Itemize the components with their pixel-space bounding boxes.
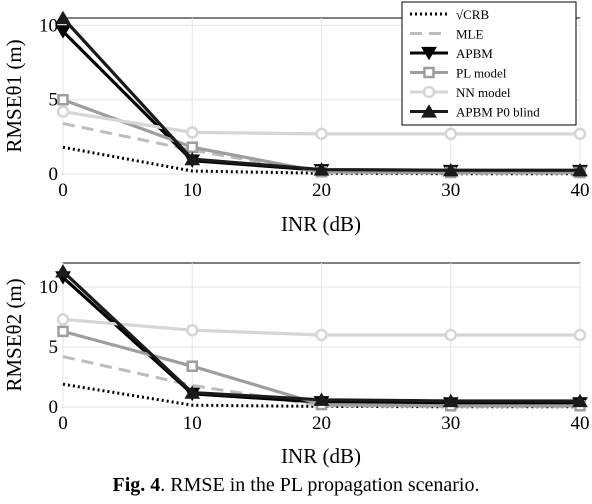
data-point-pl bbox=[186, 141, 198, 154]
caption-label: Fig. 4 bbox=[112, 474, 161, 496]
legend-item-nn: NN model bbox=[410, 85, 511, 100]
x-tick-label: 30 bbox=[441, 413, 460, 434]
legend-label: √CRB bbox=[456, 7, 489, 22]
legend-box bbox=[401, 1, 577, 126]
chart-panel-top: 0 10 20 30 40 0 5 10 INR (dB) RMSEθ1 (m) √CRB ML… bbox=[2, 1, 590, 236]
legend-marker bbox=[422, 85, 436, 99]
x-tick-label: 10 bbox=[183, 413, 202, 434]
data-point-blind bbox=[184, 151, 201, 166]
legend-marker bbox=[421, 46, 437, 61]
series-line-mle bbox=[62, 122, 580, 175]
legend: √CRB MLE APBM PL model NN model APBM P0 blind bbox=[401, 1, 577, 126]
legend-marker bbox=[421, 104, 437, 118]
data-point-pl bbox=[186, 360, 198, 372]
data-point-blind bbox=[184, 385, 201, 399]
x-tick-label: 40 bbox=[571, 413, 590, 434]
y-axis-label: RMSEθ2 (m) bbox=[2, 278, 26, 391]
legend-item-mle: MLE bbox=[410, 27, 484, 42]
data-point-blind bbox=[572, 162, 588, 177]
series-group bbox=[55, 264, 588, 412]
legend-item-apbm: APBM bbox=[410, 46, 493, 61]
x-axis-label: INR (dB) bbox=[281, 444, 361, 468]
legend-item-crb: √CRB bbox=[410, 7, 489, 22]
y-axis-label: RMSEθ1 (m) bbox=[2, 39, 26, 152]
legend-marker bbox=[423, 66, 435, 79]
legend-label: NN model bbox=[456, 85, 511, 100]
data-point-nn bbox=[186, 126, 199, 139]
y-tick-label: 0 bbox=[49, 397, 59, 418]
x-tick-label: 30 bbox=[441, 180, 460, 201]
data-point-blind bbox=[572, 393, 588, 408]
y-tick-label: 10 bbox=[39, 15, 58, 36]
data-point-blind bbox=[55, 264, 71, 278]
data-point-nn bbox=[315, 127, 328, 141]
legend-label: APBM P0 blind bbox=[456, 105, 540, 120]
legend-label: APBM bbox=[456, 46, 493, 61]
data-point-nn bbox=[573, 328, 587, 342]
data-point-nn bbox=[444, 127, 457, 141]
y-tick-label: 0 bbox=[49, 164, 59, 185]
x-tick-label: 40 bbox=[571, 180, 590, 201]
x-tick-label: 10 bbox=[183, 180, 202, 201]
data-point-blind bbox=[313, 162, 330, 176]
data-point-blind bbox=[442, 393, 459, 408]
series-group bbox=[55, 10, 588, 179]
data-point-pl bbox=[57, 93, 69, 106]
x-tick-label: 20 bbox=[312, 180, 331, 201]
tick-labels: 0 10 20 30 40 0 5 10 bbox=[39, 15, 590, 201]
data-point-pl bbox=[57, 325, 69, 338]
chart-panel-bottom: 0 10 20 30 40 0 5 10 INR (dB) RMSEθ2 (m) bbox=[2, 262, 590, 468]
x-tick-label: 0 bbox=[58, 413, 68, 434]
data-point-nn bbox=[315, 328, 328, 342]
data-point-nn bbox=[186, 323, 199, 337]
x-axis-label: INR (dB) bbox=[281, 212, 361, 236]
data-point-blind bbox=[313, 392, 330, 406]
legend-label: PL model bbox=[456, 66, 507, 81]
y-tick-label: 10 bbox=[39, 277, 58, 298]
y-tick-label: 5 bbox=[49, 90, 59, 111]
legend-rows: √CRB MLE APBM PL model NN model APBM P0 blind bbox=[410, 7, 540, 120]
tick-labels: 0 10 20 30 40 0 5 10 bbox=[39, 277, 590, 434]
caption-text: . RMSE in the PL propagation scenario. bbox=[160, 474, 480, 496]
legend-item-blind: APBM P0 blind bbox=[410, 104, 540, 120]
legend-label: MLE bbox=[456, 27, 484, 42]
x-tick-label: 0 bbox=[58, 180, 68, 201]
data-point-nn bbox=[573, 127, 587, 141]
data-point-nn bbox=[56, 105, 70, 118]
x-tick-label: 20 bbox=[312, 413, 331, 434]
legend-item-pl: PL model bbox=[410, 66, 507, 81]
data-point-blind bbox=[442, 162, 459, 177]
data-point-apbm bbox=[55, 25, 71, 39]
figure-caption: Fig. 4. RMSE in the PL propagation scena… bbox=[0, 474, 592, 497]
data-point-nn bbox=[444, 328, 457, 342]
data-point-nn bbox=[56, 313, 70, 326]
y-tick-label: 5 bbox=[49, 337, 59, 358]
data-point-blind bbox=[55, 10, 71, 25]
